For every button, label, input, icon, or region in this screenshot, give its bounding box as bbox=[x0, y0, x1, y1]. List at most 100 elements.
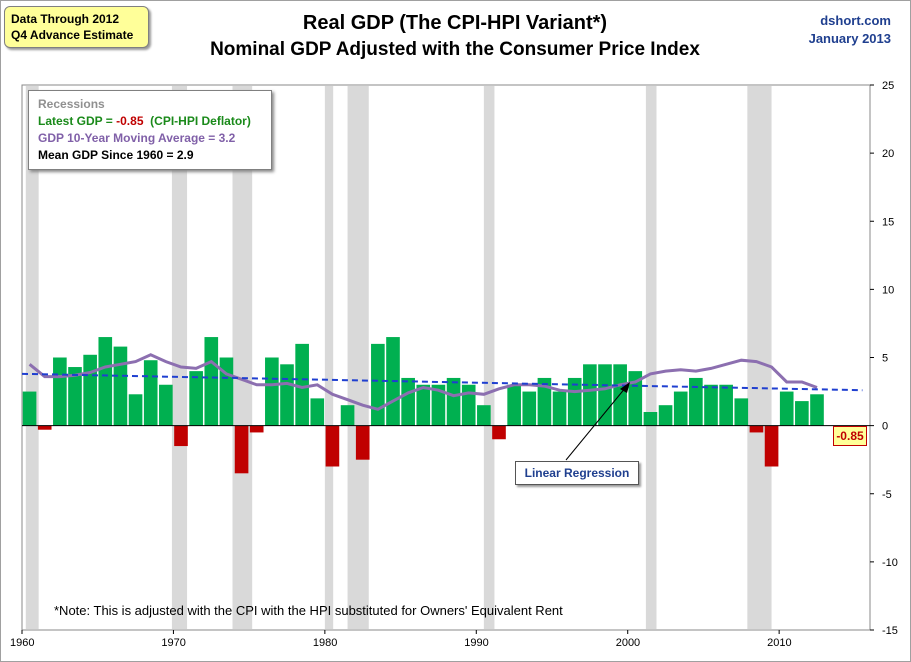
moving-average-line bbox=[28, 353, 818, 411]
gdp-bar-1963 bbox=[68, 367, 82, 426]
regression-line bbox=[21, 372, 863, 392]
y-tick-label: 15 bbox=[882, 216, 894, 228]
x-tick-label: 1980 bbox=[313, 637, 337, 649]
gdp-bar-2010 bbox=[779, 391, 794, 426]
x-tick-label: 2000 bbox=[616, 637, 640, 649]
y-tick-label: 20 bbox=[882, 148, 894, 160]
recession-band-3 bbox=[324, 86, 334, 629]
gdp-bar-1975 bbox=[249, 425, 264, 433]
gdp-bar-2005 bbox=[704, 384, 718, 426]
x-tick-label: 2010 bbox=[767, 637, 791, 649]
gdp-bar-1961 bbox=[37, 425, 52, 430]
recession-band-2 bbox=[232, 86, 253, 629]
plot-area bbox=[21, 84, 871, 631]
gdp-bar-1983 bbox=[371, 343, 385, 426]
recession-band-0 bbox=[25, 86, 39, 629]
gdp-bar-1967 bbox=[128, 394, 143, 426]
source-block: dshort.com January 2013 bbox=[809, 12, 891, 48]
gdp-bar-1971 bbox=[189, 371, 203, 426]
chart-subtitle: Nominal GDP Adjusted with the Consumer P… bbox=[210, 39, 700, 60]
gdp-bar-1993 bbox=[522, 391, 537, 426]
gdp-bar-1969 bbox=[159, 384, 173, 426]
gdp-bar-1974 bbox=[234, 425, 249, 474]
gdp-bar-1962 bbox=[53, 357, 67, 426]
y-tick-label: -15 bbox=[882, 625, 898, 637]
latest-value-label: -0.85 bbox=[833, 426, 867, 446]
data-through-line-2: Q4 Advance Estimate bbox=[11, 28, 134, 42]
gdp-bar-1966 bbox=[113, 346, 128, 426]
gdp-bar-1994 bbox=[537, 377, 552, 426]
gdp-bar-1997 bbox=[583, 364, 597, 426]
gdp-bar-1980 bbox=[325, 425, 340, 467]
legend-box: Recessions Latest GDP = -0.85 (CPI-HPI D… bbox=[28, 90, 272, 170]
gdp-bar-1968 bbox=[143, 360, 158, 426]
gdp-bar-1973 bbox=[219, 357, 234, 426]
gdp-bar-2003 bbox=[673, 391, 688, 426]
x-tick-label: 1970 bbox=[161, 637, 185, 649]
gdp-bar-2002 bbox=[658, 405, 673, 426]
gdp-bar-1970 bbox=[174, 425, 188, 447]
gdp-bar-1965 bbox=[98, 337, 113, 426]
legend-latest: Latest GDP = -0.85 (CPI-HPI Deflator) bbox=[38, 113, 262, 130]
regression-label: Linear Regression bbox=[515, 461, 639, 485]
x-axis: 1960 1970 1980 1990 2000 2010 bbox=[10, 630, 792, 649]
gdp-bar-1977 bbox=[280, 364, 294, 426]
gdp-bar-1998 bbox=[598, 364, 612, 426]
legend-latest-suffix: (CPI-HPI Deflator) bbox=[143, 114, 251, 128]
gdp-bar-2006 bbox=[719, 384, 733, 426]
gdp-bar-1992 bbox=[507, 384, 521, 426]
legend-moving-average: GDP 10-Year Moving Average = 3.2 bbox=[38, 131, 236, 145]
regression-arrow bbox=[565, 386, 627, 461]
gdp-bar-2012 bbox=[810, 394, 824, 426]
chart-titles: Real GDP (The CPI-HPI Variant*) Nominal … bbox=[150, 12, 760, 61]
gdp-bar-1960 bbox=[22, 391, 37, 426]
data-through-line-1: Data Through 2012 bbox=[11, 12, 120, 26]
regression-arrowhead bbox=[620, 382, 630, 393]
legend-latest-prefix: Latest GDP = bbox=[38, 114, 117, 128]
gdp-bar-2008 bbox=[749, 425, 764, 433]
gdp-bar-1981 bbox=[340, 405, 355, 426]
gdp-bar-1999 bbox=[613, 364, 627, 426]
gdp-bar-1964 bbox=[83, 354, 97, 426]
legend-recessions: Recessions bbox=[38, 97, 105, 111]
x-tick-label: 1990 bbox=[464, 637, 488, 649]
legend-mean: Mean GDP Since 1960 = 2.9 bbox=[38, 148, 194, 162]
gdp-bar-1972 bbox=[204, 337, 219, 426]
gdp-bar-2004 bbox=[689, 377, 703, 426]
recession-bands bbox=[25, 86, 772, 629]
gdp-bar-1989 bbox=[461, 384, 476, 426]
gdp-bar-2009 bbox=[764, 425, 779, 467]
gdp-bar-1978 bbox=[295, 343, 309, 426]
recession-band-4 bbox=[347, 86, 369, 629]
recession-band-1 bbox=[171, 86, 188, 629]
source-date: January 2013 bbox=[808, 31, 891, 46]
gdp-bar-1979 bbox=[310, 398, 325, 426]
data-through-box: Data Through 2012 Q4 Advance Estimate bbox=[4, 6, 149, 48]
y-tick-label: 25 bbox=[882, 80, 894, 92]
y-tick-label: -5 bbox=[882, 489, 892, 501]
gdp-bar-1982 bbox=[355, 425, 370, 460]
legend-latest-value: -0.85 bbox=[116, 114, 144, 128]
y-tick-label: 10 bbox=[882, 284, 894, 296]
gdp-bar-1976 bbox=[265, 357, 279, 426]
gdp-bar-2011 bbox=[795, 401, 809, 426]
gdp-bar-1986 bbox=[416, 384, 431, 426]
source-name: dshort.com bbox=[820, 13, 891, 28]
gdp-bar-1995 bbox=[552, 391, 567, 426]
y-axis: 25 20 15 10 5 0 -5 -10 -15 bbox=[870, 80, 898, 637]
gdp-bar-1985 bbox=[401, 377, 415, 426]
gdp-bar-1991 bbox=[492, 425, 506, 440]
gdp-bar-2007 bbox=[734, 398, 749, 426]
recession-band-6 bbox=[645, 86, 657, 629]
x-tick-label: 1960 bbox=[10, 637, 34, 649]
gdp-bar-1987 bbox=[431, 384, 446, 426]
recession-band-7 bbox=[747, 86, 772, 629]
gdp-bar-1988 bbox=[446, 377, 461, 426]
y-tick-label: 5 bbox=[882, 353, 888, 365]
y-tick-label: 0 bbox=[882, 421, 888, 433]
chart-title: Real GDP (The CPI-HPI Variant*) bbox=[302, 12, 608, 34]
gdp-bar-1990 bbox=[477, 405, 491, 426]
recession-band-5 bbox=[483, 86, 495, 629]
y-tick-label: -10 bbox=[882, 557, 898, 569]
gdp-bar-2000 bbox=[628, 371, 643, 426]
